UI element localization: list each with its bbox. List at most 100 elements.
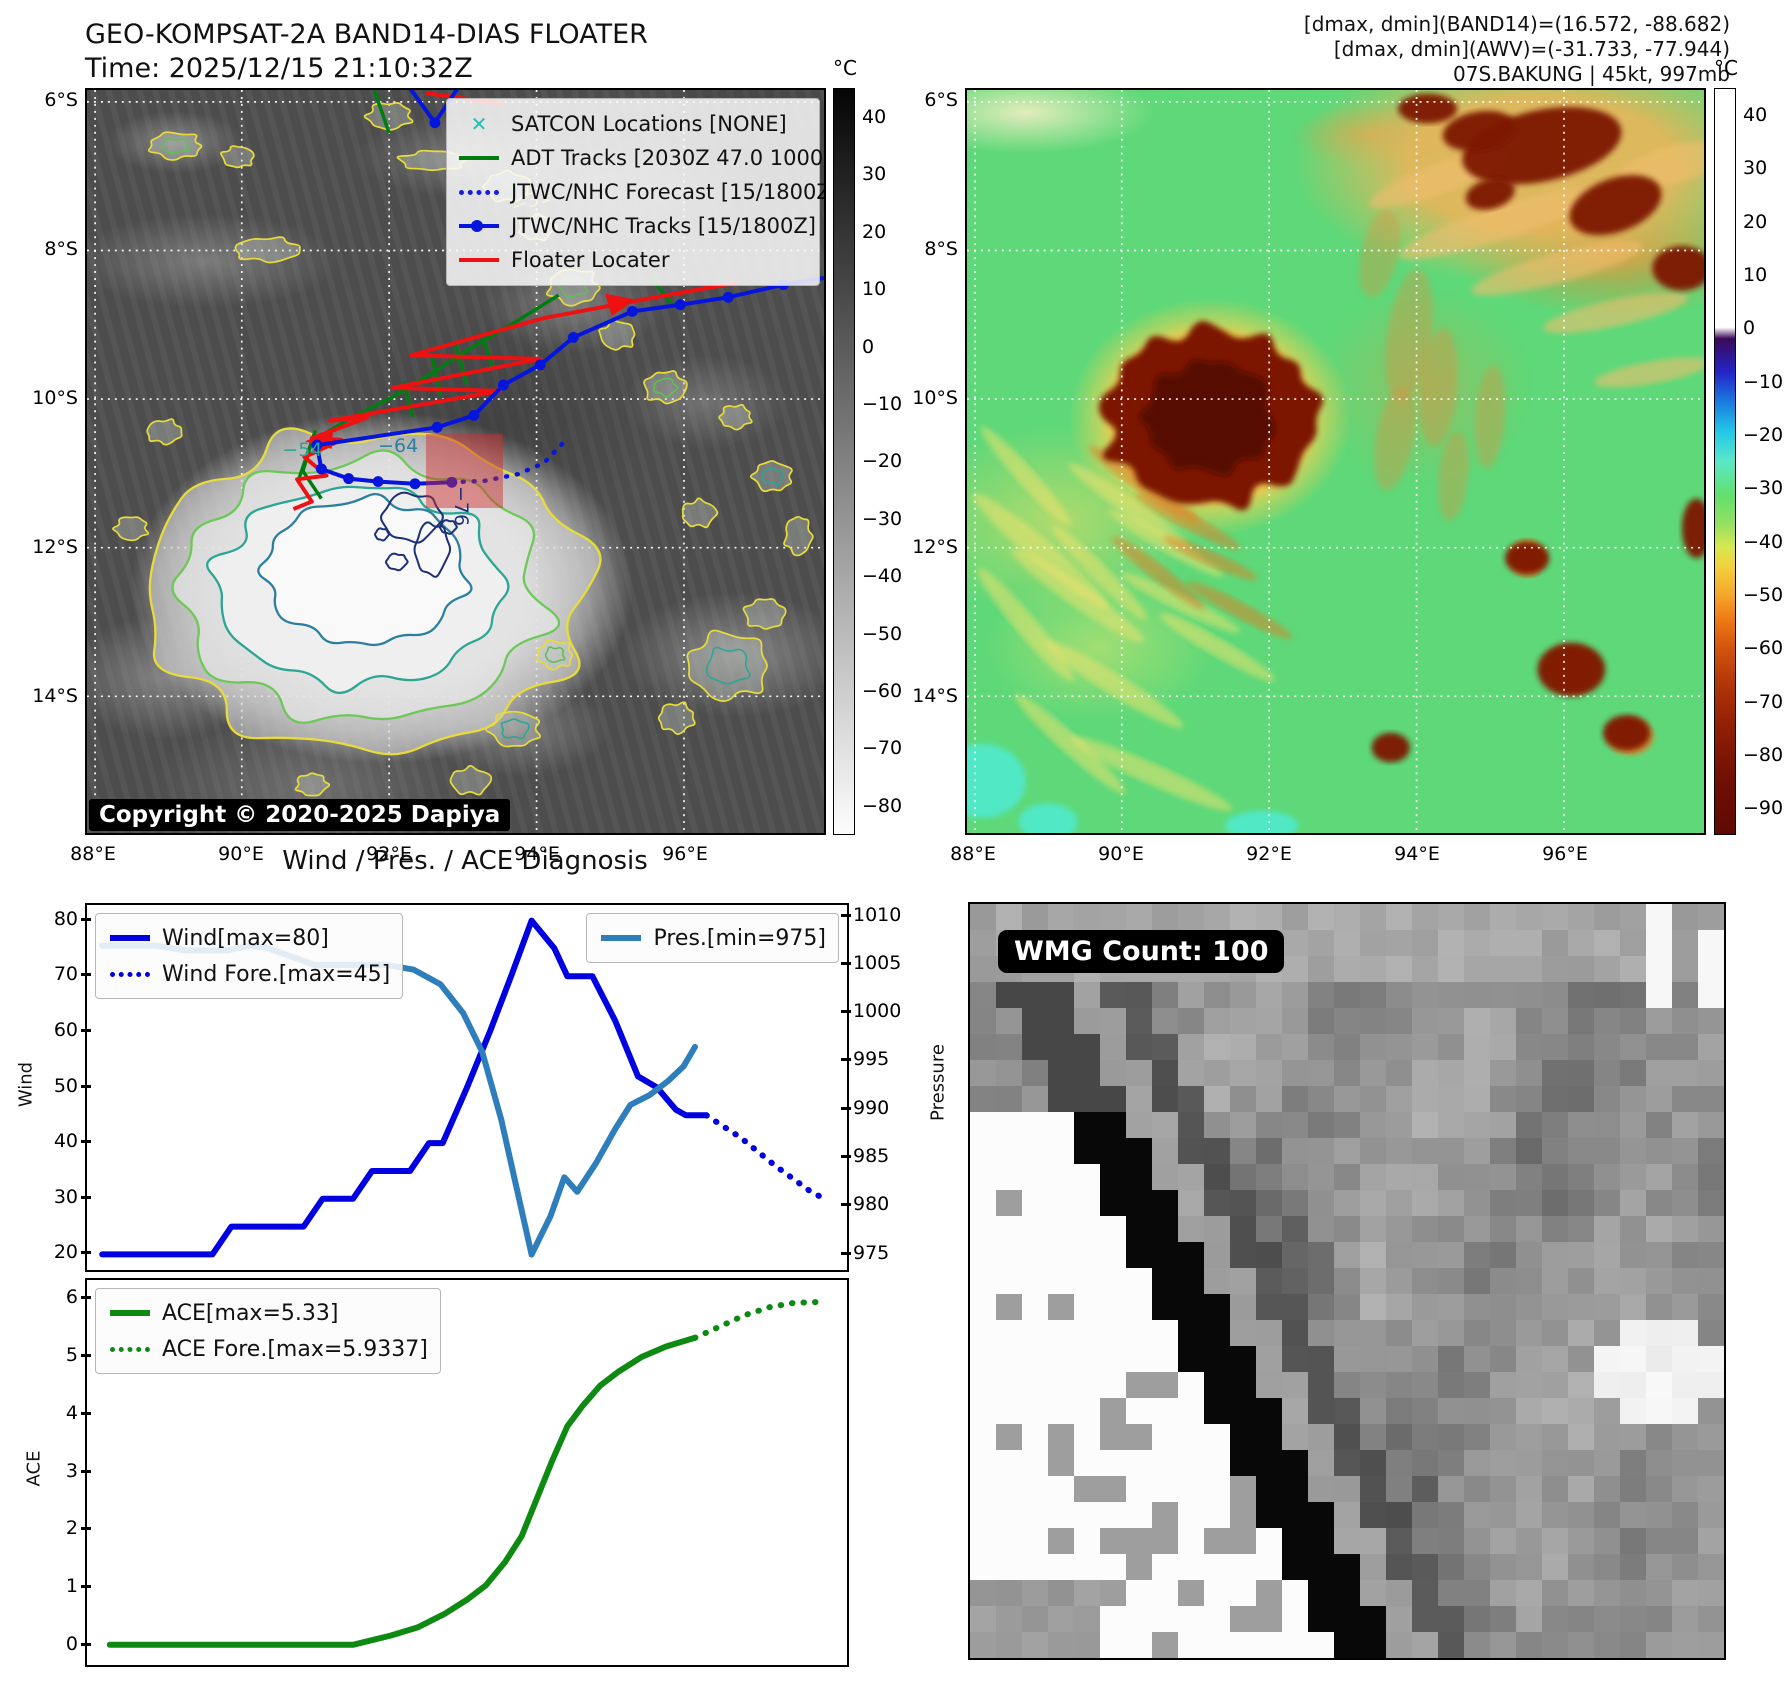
wmg-pixel (1490, 930, 1516, 956)
wmg-pixel (1594, 1424, 1620, 1450)
wmg-pixel (1672, 1294, 1698, 1320)
wmg-pixel (1334, 1528, 1360, 1554)
wmg-pixel (970, 1268, 996, 1294)
wmg-pixel (1568, 1632, 1594, 1658)
legend-floater: Floater Locater (457, 243, 809, 277)
wmg-pixel (1256, 982, 1282, 1008)
wmg-pixel (1698, 1632, 1724, 1658)
wmg-pixel (1022, 1450, 1048, 1476)
wmg-pixel (1126, 982, 1152, 1008)
wmg-pixel (1646, 1086, 1672, 1112)
wmg-pixel (1386, 1554, 1412, 1580)
tick-label: 1 (50, 1574, 91, 1598)
wmg-pixel (1542, 956, 1568, 982)
wmg-pixel (1516, 1632, 1542, 1658)
wind-fore-dotted-icon (108, 971, 152, 977)
cold-cloud (1398, 93, 1458, 124)
wmg-pixel (1204, 1606, 1230, 1632)
wmg-pixel (1334, 1034, 1360, 1060)
tick-label: 88°E (70, 843, 116, 865)
wmg-pixel (1438, 1580, 1464, 1606)
wmg-pixel (1516, 1502, 1542, 1528)
jtwc-track (314, 276, 824, 486)
wmg-pixel (1282, 1190, 1308, 1216)
series-line (99, 917, 710, 1258)
tick-label: 30 (862, 163, 887, 185)
wmg-pixel (1308, 1346, 1334, 1372)
cloud-contour-small (112, 516, 150, 542)
wmg-pixel (1022, 982, 1048, 1008)
wmg-pixel (1386, 1398, 1412, 1424)
wmg-pixel (1698, 1164, 1724, 1190)
tick-label: −40 (1743, 531, 1784, 553)
wmg-pixel (1282, 1398, 1308, 1424)
wmg-pixel (1542, 904, 1568, 930)
wmg-pixel (996, 1320, 1022, 1346)
wmg-pixel (1204, 1190, 1230, 1216)
wmg-pixel (1334, 1632, 1360, 1658)
wmg-pixel (1282, 1372, 1308, 1398)
wmg-pixel (1256, 1138, 1282, 1164)
cloud-contour-small (220, 145, 255, 169)
wmg-pixel (1256, 1086, 1282, 1112)
wmg-pixel (1412, 1632, 1438, 1658)
wmg-pixel (1204, 1398, 1230, 1424)
wmg-pixel (1178, 1606, 1204, 1632)
wmg-pixel (1568, 1346, 1594, 1372)
page-title: GEO-KOMPSAT-2A BAND14-DIAS FLOATER (85, 19, 648, 50)
wmg-pixel (1698, 956, 1724, 982)
wmg-pixel (996, 1346, 1022, 1372)
floater-line-icon (457, 258, 501, 262)
wmg-pixel (1256, 1554, 1282, 1580)
tick-label: 40 (1743, 104, 1768, 126)
tick-label: 14°S (32, 685, 78, 707)
wmg-pixel (1204, 1580, 1230, 1606)
wmg-pixel (1464, 1086, 1490, 1112)
wmg-pixel (1568, 1606, 1594, 1632)
wmg-pixel (1152, 982, 1178, 1008)
wmg-pixel (1256, 1320, 1282, 1346)
wmg-pixel (970, 1632, 996, 1658)
awv-overlay (967, 90, 1704, 833)
storm-status: 07S.BAKUNG | 45kt, 997mb (1453, 62, 1730, 86)
wmg-pixel (1672, 1424, 1698, 1450)
wmg-pixel (1178, 1060, 1204, 1086)
wmg-pixel (970, 1138, 996, 1164)
wmg-pixel (1048, 1060, 1074, 1086)
streak (1419, 327, 1458, 447)
wmg-pixel (1516, 1268, 1542, 1294)
tick-label: −20 (1743, 424, 1784, 446)
wmg-pixel (1048, 1242, 1074, 1268)
wmg-pixel (1620, 1450, 1646, 1476)
wmg-pixel (1568, 1242, 1594, 1268)
wmg-pixel (1230, 1502, 1256, 1528)
wmg-pixel (970, 1320, 996, 1346)
wmg-pixel (1256, 1034, 1282, 1060)
wmg-pixel (1672, 904, 1698, 930)
wmg-pixel (1308, 1502, 1334, 1528)
wmg-pixel (1126, 1060, 1152, 1086)
wmg-pixel (1490, 1086, 1516, 1112)
wmg-pixel (996, 1138, 1022, 1164)
wmg-pixel (1464, 1294, 1490, 1320)
wmg-pixel (1516, 1528, 1542, 1554)
wmg-pixel (1412, 1320, 1438, 1346)
wmg-pixel (1360, 982, 1386, 1008)
wmg-pixel (1620, 904, 1646, 930)
wmg-pixel (1594, 1372, 1620, 1398)
wmg-pixel (1126, 1554, 1152, 1580)
tick-label: −50 (1743, 584, 1784, 606)
adt-track-segment (453, 343, 469, 385)
wmg-pixel (1178, 904, 1204, 930)
wmg-pixel (1100, 982, 1126, 1008)
wmg-pixel (1022, 1112, 1048, 1138)
wmg-pixel (1412, 1086, 1438, 1112)
wmg-pixel (1698, 1346, 1724, 1372)
wmg-pixel (996, 1216, 1022, 1242)
wmg-pixel (1074, 1086, 1100, 1112)
legend-adt: ADT Tracks [2030Z 47.0 1000.8] (457, 141, 824, 175)
wmg-pixel (1412, 1060, 1438, 1086)
wmg-pixel (1412, 1268, 1438, 1294)
floater-region-highlight (426, 434, 503, 509)
wmg-pixel (1698, 1190, 1724, 1216)
